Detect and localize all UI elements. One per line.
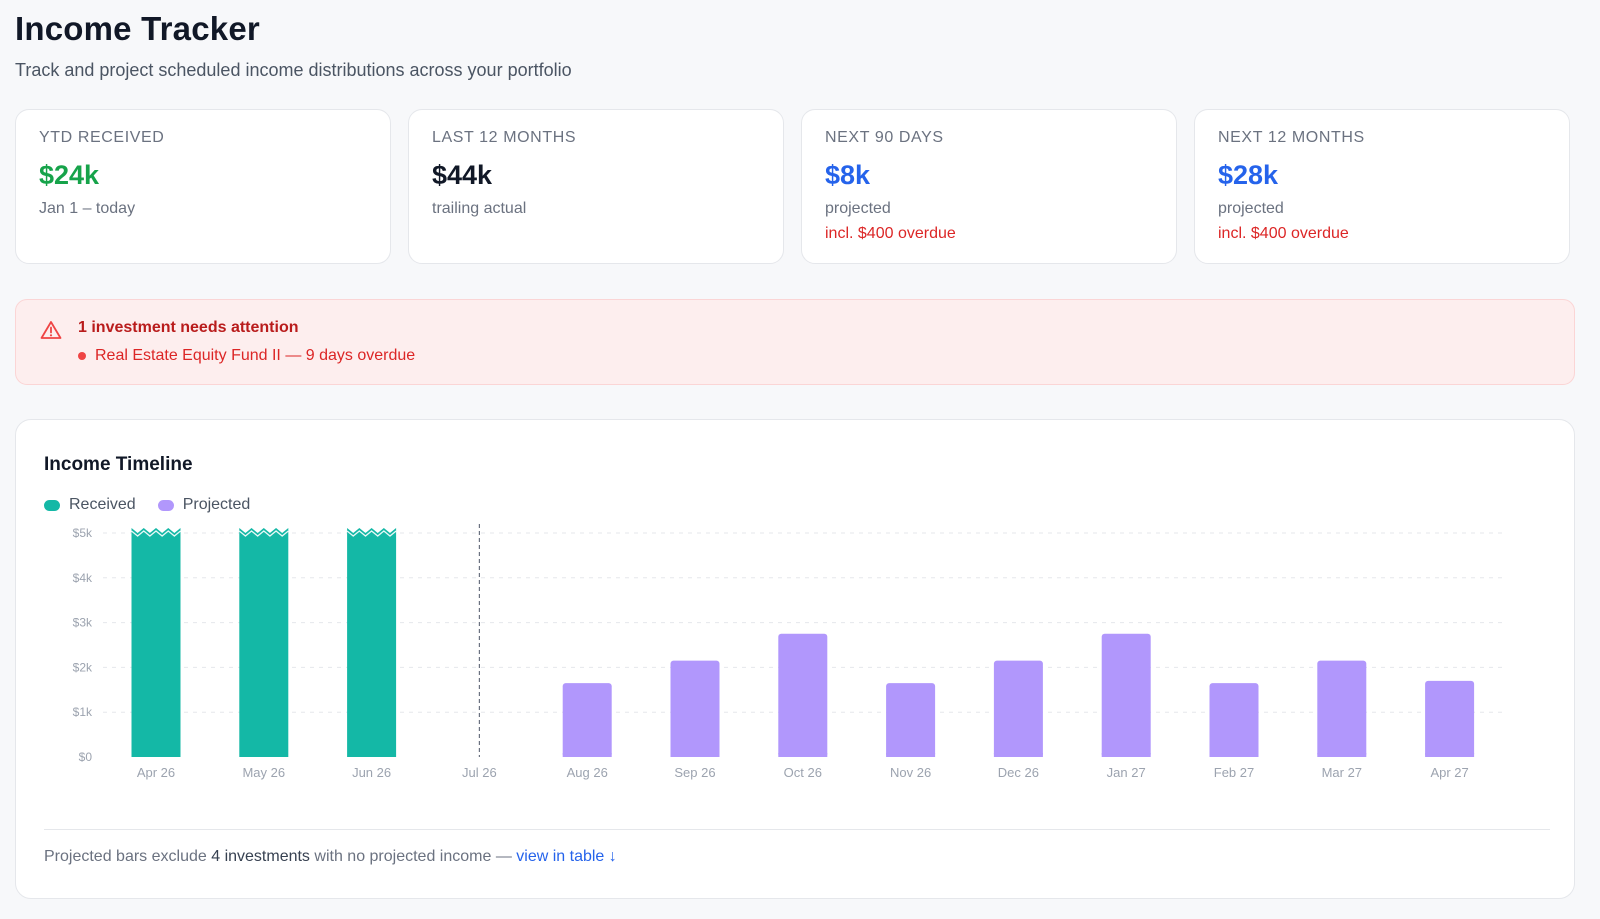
- bar-projected-base: [1425, 753, 1475, 757]
- bar-projected: [886, 683, 936, 757]
- x-tick-label: Oct 26: [784, 765, 822, 780]
- alert-title: 1 investment needs attention: [78, 319, 299, 336]
- legend-swatch: [157, 499, 174, 511]
- chart-legend: Received Projected: [44, 496, 250, 514]
- bar-clip-mark: [346, 530, 397, 537]
- card-value: $8k: [825, 160, 871, 190]
- bar-projected-base: [1101, 753, 1151, 757]
- card-overdue-note: incl. $400 overdue: [825, 225, 956, 242]
- alert-item[interactable]: Real Estate Equity Fund II — 9 days over…: [78, 347, 415, 365]
- card-next-12-months: NEXT 12 MONTHS $28k projected incl. $400…: [1194, 109, 1570, 264]
- x-tick-label: Dec 26: [998, 765, 1039, 780]
- bar-projected-base: [1209, 753, 1259, 757]
- card-overdue-note: incl. $400 overdue: [1218, 225, 1349, 242]
- y-tick-label: $0: [79, 750, 93, 764]
- card-label: NEXT 12 MONTHS: [1218, 129, 1365, 146]
- bullet-dot-icon: [78, 352, 86, 360]
- x-tick-label: Nov 26: [890, 765, 931, 780]
- card-value: $44k: [432, 160, 493, 190]
- page-subtitle: Track and project scheduled income distr…: [15, 60, 572, 80]
- x-tick-label: Feb 27: [1214, 765, 1254, 780]
- card-label: NEXT 90 DAYS: [825, 129, 944, 146]
- y-tick-label: $1k: [73, 705, 93, 719]
- bar-projected-base: [1317, 753, 1367, 757]
- y-tick-label: $4k: [73, 571, 93, 585]
- x-tick-label: Apr 27: [1430, 765, 1468, 780]
- page-title: Income Tracker: [15, 10, 260, 47]
- card-last-12-months: LAST 12 MONTHS $44k trailing actual: [408, 109, 784, 264]
- bar-projected-base: [670, 753, 720, 757]
- y-tick-label: $3k: [73, 616, 93, 630]
- bar-projected: [1425, 680, 1475, 757]
- footnote-prefix: Projected bars exclude: [44, 848, 207, 865]
- attention-alert: 1 investment needs attention Real Estate…: [15, 299, 1575, 385]
- y-tick-label: $2k: [73, 660, 93, 674]
- x-tick-label: Aug 26: [567, 765, 608, 780]
- x-tick-label: Jul 26: [462, 765, 497, 780]
- y-tick-label: $5k: [73, 526, 93, 540]
- x-tick-label: Jan 27: [1107, 765, 1146, 780]
- x-tick-label: May 26: [242, 765, 285, 780]
- card-note: trailing actual: [432, 200, 527, 217]
- card-label: YTD RECEIVED: [39, 129, 165, 146]
- view-in-table-link[interactable]: view in table ↓: [516, 848, 617, 865]
- timeline-title: Income Timeline: [44, 454, 193, 475]
- legend-item-projected: Projected: [157, 496, 251, 514]
- card-ytd-received: YTD RECEIVED $24k Jan 1 – today: [15, 109, 391, 264]
- card-next-90-days: NEXT 90 DAYS $8k projected incl. $400 ov…: [801, 109, 1177, 264]
- footnote-suffix: with no projected income —: [314, 848, 512, 865]
- income-timeline-chart: $0 $1k $2k $3k $4k $5k Apr 26 May 26 Jun 26 Jul 2…: [73, 524, 1505, 780]
- card-note: projected: [1218, 200, 1284, 217]
- bar-projected-base: [886, 753, 936, 757]
- alert-item-text: Real Estate Equity Fund II — 9 days over…: [95, 347, 416, 364]
- bar-received: [347, 528, 397, 757]
- bar-projected-base: [562, 753, 612, 757]
- footer-divider: [44, 829, 1550, 830]
- summary-cards: YTD RECEIVED $24k Jan 1 – today LAST 12 …: [15, 109, 1570, 264]
- bar-projected: [1209, 683, 1259, 757]
- warning-triangle-icon: [40, 320, 62, 345]
- card-label: LAST 12 MONTHS: [432, 129, 577, 146]
- bar-projected: [1317, 660, 1367, 757]
- bar-projected: [993, 660, 1043, 757]
- footnote-count: 4 investments: [211, 848, 310, 865]
- legend-label: Projected: [182, 496, 251, 513]
- x-tick-label: Mar 27: [1322, 765, 1362, 780]
- x-tick-label: Apr 26: [137, 765, 175, 780]
- bar-projected: [778, 633, 828, 757]
- card-note: projected: [825, 200, 891, 217]
- x-tick-label: Jun 26: [352, 765, 391, 780]
- card-value: $28k: [1218, 160, 1279, 190]
- projection-footnote: Projected bars exclude 4 investments wit…: [44, 848, 617, 866]
- bar-projected-base: [993, 753, 1043, 757]
- legend-swatch: [44, 499, 60, 511]
- bar-projected: [562, 683, 612, 757]
- bar-clip-mark: [131, 530, 181, 537]
- card-note: Jan 1 – today: [39, 200, 136, 217]
- bar-received: [239, 528, 289, 757]
- bar-received: [131, 528, 181, 757]
- bar-projected: [1101, 633, 1151, 757]
- card-value: $24k: [39, 160, 100, 190]
- legend-label: Received: [69, 496, 136, 513]
- bar-projected: [670, 660, 720, 757]
- x-tick-label: Sep 26: [674, 765, 715, 780]
- bar-clip-mark: [238, 530, 289, 537]
- legend-item-received: Received: [44, 496, 136, 514]
- bar-projected-base: [778, 753, 828, 757]
